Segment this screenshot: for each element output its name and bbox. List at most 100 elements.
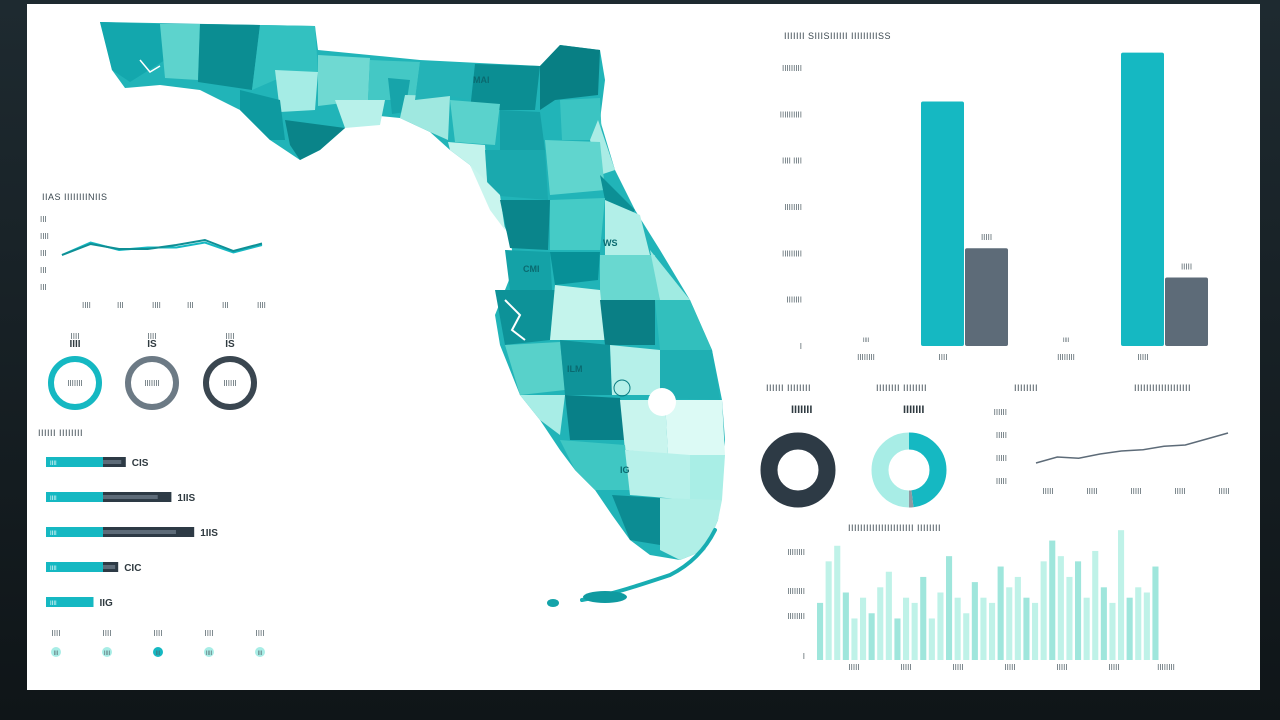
x-tick-label: IIIII (1218, 487, 1229, 496)
chart-title: IIIIIIIIIIIIIIIIIIIIII IIIIIIII (848, 523, 941, 533)
x-tick-label: IIIII (1042, 487, 1053, 496)
hbar-front (46, 527, 103, 537)
right-histogram: IIIIIIIIIIIIIIIIIIIIII IIIIIIII IIIII III… (787, 523, 1175, 672)
donut-slice (871, 432, 947, 508)
florida-map: MAI WS CMI ILM IG (100, 22, 725, 607)
hbar-mid (103, 530, 176, 534)
ring-donut (203, 356, 257, 410)
x-tick-label: III (117, 301, 124, 310)
histogram-bar (877, 587, 884, 660)
map-county (540, 45, 600, 110)
histogram-bar (989, 602, 996, 660)
map-label: ILM (567, 364, 583, 374)
map-county (560, 340, 612, 395)
map-county (550, 285, 605, 340)
map-county (550, 198, 605, 250)
ring-donut (125, 356, 179, 410)
histogram-bar (1057, 556, 1064, 660)
x-tick-label: IIII (82, 301, 91, 310)
x-tick-label: IIIII (1086, 487, 1097, 496)
footer-label-top: IIII (256, 629, 265, 638)
x-tick-label: IIIII (1174, 487, 1185, 496)
histogram-bar (954, 597, 961, 660)
x-tick-label: IIIII (1130, 487, 1141, 496)
map-county (318, 55, 370, 106)
ring-top-label: IIII (148, 332, 157, 341)
histogram-bar (1066, 576, 1073, 660)
ring-inner-label: IIIIIII (67, 379, 83, 388)
chart-title-secondary: IIIIIIIIIIIIIIIIIII (1134, 383, 1191, 393)
ring-label: IS (147, 339, 157, 350)
map-county (660, 498, 722, 560)
right-bar-chart: IIIIIII SIIISIIIIII IIIIIIIIISS IIIIIIII… (780, 31, 1208, 362)
histogram-bar (851, 618, 858, 660)
x-tick-label: III (187, 301, 194, 310)
map-county (450, 100, 500, 145)
donut-slice (871, 432, 947, 508)
chart-title: IIIIIIII (1014, 383, 1038, 393)
histogram-bar (825, 561, 832, 660)
map-county (100, 22, 165, 82)
map-county (240, 90, 285, 140)
x-tick-label: III (222, 301, 229, 310)
map-county (625, 450, 690, 500)
bar (921, 101, 964, 346)
ring-donut (48, 356, 102, 410)
y-tick-label: IIIII (996, 454, 1007, 463)
hbar-value-label: CIS (132, 458, 149, 469)
hbar-value-label: IIG (100, 598, 114, 609)
map-county (470, 64, 540, 110)
histogram-bar (980, 597, 987, 660)
hbar-value-label: CIC (124, 563, 141, 574)
y-tick-label: IIIII (996, 431, 1007, 440)
x-tick-label: IIIII (1056, 663, 1067, 672)
y-tick-label: IIIIIIIII (782, 64, 802, 73)
map-county (690, 455, 725, 500)
hbar-mid (103, 460, 122, 464)
map-county (448, 142, 488, 190)
map-label: WS (603, 238, 618, 248)
map-county (495, 290, 555, 345)
line-series (61, 238, 263, 256)
hbar-front (46, 562, 103, 572)
histogram-bar (894, 618, 901, 660)
map-county (655, 300, 712, 350)
chart-title: IIIIIII SIIISIIIIII IIIIIIIIISS (784, 31, 891, 41)
footer-dot (153, 647, 163, 657)
chart-title: IIIIII IIIIIIII (766, 383, 811, 393)
histogram-bar (1006, 587, 1013, 660)
hbar-mid (103, 495, 158, 499)
donut-slice (760, 432, 836, 508)
histogram-bar (1092, 550, 1099, 660)
histogram-bar (868, 613, 875, 660)
x-tick-label: IIII (257, 301, 266, 310)
footer-label-top: IIII (205, 629, 214, 638)
chart-title: IIIIII IIIIIIII (38, 428, 83, 438)
hbar-mid (103, 565, 116, 569)
y-tick-label: IIII (40, 232, 49, 241)
histogram-bar (1075, 561, 1082, 660)
histogram-bar (928, 618, 935, 660)
map-county (565, 395, 625, 440)
map-county (500, 200, 550, 250)
histogram-bar (842, 592, 849, 660)
line-series (1035, 432, 1229, 464)
y-tick-label: III (40, 215, 47, 224)
map-county (600, 255, 660, 300)
x-tick-label: IIIII (1108, 663, 1119, 672)
map-label: CMI (523, 264, 540, 274)
footer-label-bottom: III (257, 651, 262, 657)
footer-dot (255, 647, 265, 657)
map-county (415, 62, 475, 100)
map-county (605, 200, 650, 255)
hbar-label: IIII (50, 566, 57, 572)
bar-value-label: IIIII (981, 233, 992, 242)
footer-label-top: IIII (103, 629, 112, 638)
histogram-bar (971, 582, 978, 660)
histogram-bar (920, 576, 927, 660)
footer-dot (51, 647, 61, 657)
y-tick-label: III (40, 283, 47, 292)
map-county (470, 165, 505, 230)
right-donut-2: IIIIIIII IIIIIIII IIIIIII (871, 383, 947, 508)
